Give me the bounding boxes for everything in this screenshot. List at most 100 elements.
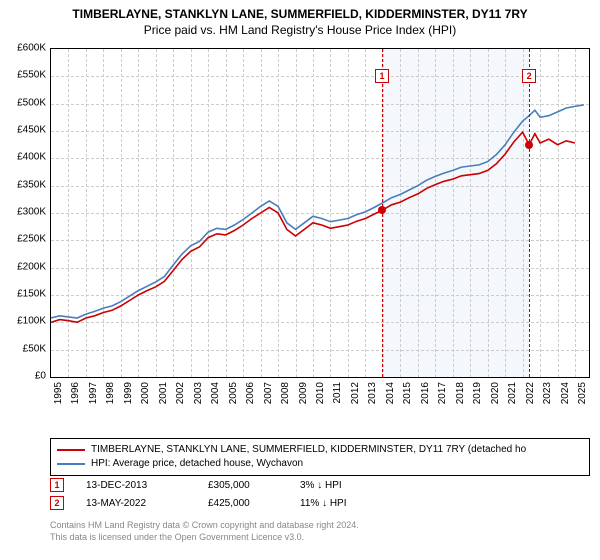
footer-line2: This data is licensed under the Open Gov… xyxy=(50,532,590,544)
gridline-v xyxy=(330,49,331,377)
gridline-v xyxy=(156,49,157,377)
event-row-2: 2 13-MAY-2022 £425,000 11% ↓ HPI xyxy=(50,496,590,510)
gridline-h xyxy=(51,268,589,269)
x-axis-label: 2020 xyxy=(490,382,501,412)
gridline-h xyxy=(51,322,589,323)
gridline-h xyxy=(51,104,589,105)
gridline-v xyxy=(540,49,541,377)
marker-label: 1 xyxy=(375,69,389,83)
legend-swatch-property xyxy=(57,449,85,451)
x-axis-label: 2003 xyxy=(193,382,204,412)
x-axis-label: 2019 xyxy=(472,382,483,412)
event-delta-2: 11% ↓ HPI xyxy=(300,498,380,509)
x-axis-label: 2023 xyxy=(542,382,553,412)
footer-line1: Contains HM Land Registry data © Crown c… xyxy=(50,520,590,532)
legend-label-hpi: HPI: Average price, detached house, Wych… xyxy=(91,457,303,471)
gridline-v xyxy=(243,49,244,377)
gridline-h xyxy=(51,295,589,296)
gridline-v xyxy=(296,49,297,377)
x-axis-label: 2006 xyxy=(245,382,256,412)
plot-region: 12 xyxy=(50,48,590,378)
x-axis-label: 2022 xyxy=(525,382,536,412)
x-axis-label: 2021 xyxy=(507,382,518,412)
marker-vline xyxy=(529,49,530,377)
chart-area: 12 £0£50K£100K£150K£200K£250K£300K£350K£… xyxy=(50,48,590,408)
x-axis-label: 1999 xyxy=(123,382,134,412)
gridline-v xyxy=(453,49,454,377)
y-axis-label: £550K xyxy=(4,70,46,81)
gridline-v xyxy=(103,49,104,377)
gridline-h xyxy=(51,186,589,187)
gridline-h xyxy=(51,76,589,77)
gridline-v xyxy=(575,49,576,377)
gridline-v xyxy=(86,49,87,377)
y-axis-label: £200K xyxy=(4,261,46,272)
x-axis-label: 2024 xyxy=(560,382,571,412)
events-table: 1 13-DEC-2013 £305,000 3% ↓ HPI 2 13-MAY… xyxy=(50,478,590,514)
gridline-v xyxy=(226,49,227,377)
x-axis-label: 2018 xyxy=(455,382,466,412)
footer-attribution: Contains HM Land Registry data © Crown c… xyxy=(50,520,590,543)
gridline-v xyxy=(208,49,209,377)
x-axis-label: 2025 xyxy=(577,382,588,412)
chart-subtitle: Price paid vs. HM Land Registry's House … xyxy=(0,22,600,37)
y-axis-label: £450K xyxy=(4,125,46,136)
gridline-v xyxy=(348,49,349,377)
x-axis-label: 2007 xyxy=(263,382,274,412)
gridline-v xyxy=(365,49,366,377)
gridline-h xyxy=(51,131,589,132)
y-axis-label: £350K xyxy=(4,179,46,190)
x-axis-label: 2013 xyxy=(367,382,378,412)
y-axis-label: £300K xyxy=(4,207,46,218)
x-axis-label: 1998 xyxy=(105,382,116,412)
gridline-h xyxy=(51,158,589,159)
x-axis-label: 2002 xyxy=(175,382,186,412)
gridline-v xyxy=(505,49,506,377)
gridline-v xyxy=(121,49,122,377)
gridline-h xyxy=(51,240,589,241)
x-axis-label: 2016 xyxy=(420,382,431,412)
gridline-h xyxy=(51,213,589,214)
legend-swatch-hpi xyxy=(57,463,85,465)
x-axis-label: 2001 xyxy=(158,382,169,412)
y-axis-label: £250K xyxy=(4,234,46,245)
event-date-2: 13-MAY-2022 xyxy=(86,498,186,509)
y-axis-label: £50K xyxy=(4,343,46,354)
x-axis-label: 2008 xyxy=(280,382,291,412)
chart-title: TIMBERLAYNE, STANKLYN LANE, SUMMERFIELD,… xyxy=(0,0,600,22)
y-axis-label: £150K xyxy=(4,289,46,300)
x-axis-label: 2004 xyxy=(210,382,221,412)
gridline-v xyxy=(558,49,559,377)
gridline-v xyxy=(435,49,436,377)
y-axis-label: £0 xyxy=(4,371,46,382)
y-axis-label: £600K xyxy=(4,43,46,54)
event-marker-1: 1 xyxy=(50,478,64,492)
x-axis-label: 2014 xyxy=(385,382,396,412)
gridline-v xyxy=(488,49,489,377)
gridline-v xyxy=(278,49,279,377)
gridline-v xyxy=(523,49,524,377)
marker-dot xyxy=(378,206,386,214)
event-price-2: £425,000 xyxy=(208,498,278,509)
gridline-v xyxy=(470,49,471,377)
event-row-1: 1 13-DEC-2013 £305,000 3% ↓ HPI xyxy=(50,478,590,492)
gridline-v xyxy=(261,49,262,377)
x-axis-label: 2017 xyxy=(437,382,448,412)
x-axis-label: 1995 xyxy=(53,382,64,412)
y-axis-label: £100K xyxy=(4,316,46,327)
gridline-v xyxy=(173,49,174,377)
y-axis-label: £500K xyxy=(4,97,46,108)
x-axis-label: 2012 xyxy=(350,382,361,412)
gridline-v xyxy=(313,49,314,377)
legend-item-hpi: HPI: Average price, detached house, Wych… xyxy=(57,457,583,471)
gridline-v xyxy=(400,49,401,377)
gridline-h xyxy=(51,350,589,351)
x-axis-label: 2009 xyxy=(298,382,309,412)
event-date-1: 13-DEC-2013 xyxy=(86,480,186,491)
legend-item-property: TIMBERLAYNE, STANKLYN LANE, SUMMERFIELD,… xyxy=(57,443,583,457)
event-marker-2: 2 xyxy=(50,496,64,510)
x-axis-label: 2000 xyxy=(140,382,151,412)
x-axis-label: 2015 xyxy=(402,382,413,412)
gridline-v xyxy=(68,49,69,377)
gridline-v xyxy=(138,49,139,377)
